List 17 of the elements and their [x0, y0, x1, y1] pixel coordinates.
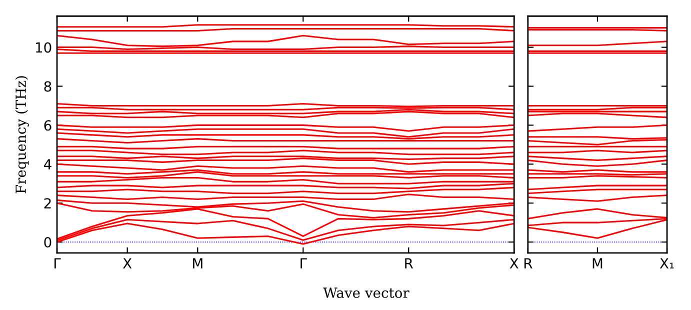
y-tick-label: 0 — [44, 237, 52, 248]
y-tick-label: 4 — [44, 159, 52, 170]
y-tick-label: 10 — [36, 42, 52, 53]
x-axis-title: Wave vector — [323, 288, 410, 298]
x-tick-label: Γ — [300, 258, 307, 268]
y-tick-label: 6 — [44, 120, 52, 131]
y-tick-label: 8 — [44, 81, 52, 92]
y-tick-label: 2 — [44, 198, 51, 208]
x-tick-label: X₁ — [660, 258, 674, 268]
x-tick-label: M — [193, 258, 202, 268]
y-axis-title: Frequency (THz) — [15, 76, 29, 194]
x-tick-label: M — [592, 258, 602, 268]
x-tick-label: R — [524, 258, 532, 268]
x-tick-label: X — [122, 258, 132, 268]
x-tick-label: R — [405, 258, 414, 268]
x-tick-label: Γ — [54, 258, 61, 268]
x-tick-label: X — [510, 258, 518, 268]
